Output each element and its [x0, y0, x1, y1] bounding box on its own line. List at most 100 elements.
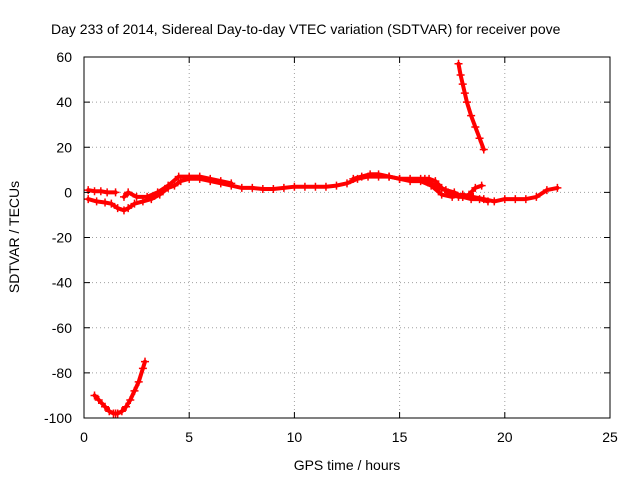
data-point [458, 80, 467, 89]
data-point [206, 174, 215, 183]
data-point [511, 195, 520, 204]
data-point [467, 195, 476, 204]
data-point [454, 59, 463, 68]
data-point [126, 395, 135, 404]
data-point [366, 170, 375, 179]
series-group [84, 59, 562, 418]
data-point [458, 192, 467, 201]
plot-frame [83, 56, 611, 419]
data-point [279, 183, 288, 192]
data-point [290, 182, 299, 191]
data-point [113, 204, 122, 213]
data-point [477, 181, 486, 190]
data-point [174, 172, 183, 181]
series-line [92, 359, 147, 416]
grid [84, 57, 610, 418]
data-point [460, 89, 469, 98]
data-point [406, 174, 415, 183]
y-tick-label: -100 [44, 410, 72, 426]
data-point [141, 357, 150, 366]
data-point [471, 122, 480, 131]
data-point [122, 402, 131, 411]
data-point [153, 188, 162, 197]
data-point [553, 183, 562, 192]
data-point [130, 199, 139, 208]
data-point [237, 183, 246, 192]
series-track-7 [90, 357, 150, 418]
data-point [521, 195, 530, 204]
data-point [357, 172, 366, 181]
data-point [300, 182, 309, 191]
data-point [427, 179, 436, 188]
data-point [94, 395, 103, 404]
data-point [269, 184, 278, 193]
data-point [119, 206, 128, 215]
series-track-3 [119, 172, 236, 201]
data-point [216, 177, 225, 186]
y-tick-label: 0 [64, 184, 72, 200]
data-point [134, 377, 143, 386]
data-point [124, 204, 133, 213]
data-point [479, 145, 488, 154]
data-point [101, 198, 110, 207]
data-point [107, 199, 116, 208]
data-point [164, 181, 173, 190]
data-point [500, 195, 509, 204]
data-point [130, 386, 139, 395]
data-point [92, 197, 101, 206]
y-tick-label: 20 [56, 139, 72, 155]
data-point [475, 195, 484, 204]
y-tick-label: 60 [56, 49, 72, 65]
data-point [132, 192, 141, 201]
data-point [90, 391, 99, 400]
data-point [321, 182, 330, 191]
tick-labels: 0 5 10 15 20 25 -100 -80 -60 -40 -20 0 20 40 60 [44, 49, 618, 445]
data-point [332, 181, 341, 190]
y-tick-label: 40 [56, 94, 72, 110]
data-point [374, 170, 383, 179]
data-point [195, 172, 204, 181]
data-point [138, 364, 147, 373]
data-point [227, 179, 236, 188]
data-point [462, 98, 471, 107]
data-point [471, 183, 480, 192]
data-point [431, 177, 440, 186]
data-point [111, 188, 120, 197]
x-tick-label: 10 [287, 429, 303, 445]
data-point [185, 172, 194, 181]
data-point [258, 184, 267, 193]
series-track-6 [454, 59, 488, 154]
y-tick-label: -20 [52, 230, 72, 246]
data-point [101, 402, 110, 411]
data-point [483, 197, 492, 206]
data-point [96, 187, 105, 196]
data-point [385, 172, 394, 181]
data-point [311, 182, 320, 191]
data-point [248, 183, 257, 192]
x-tick-label: 15 [392, 429, 408, 445]
series-line [122, 174, 234, 199]
data-point [456, 71, 465, 80]
data-point [542, 186, 551, 195]
ticks [83, 56, 611, 419]
data-point [84, 195, 93, 204]
data-point [450, 188, 459, 197]
data-point [467, 111, 476, 120]
series-track-5 [420, 174, 492, 206]
data-point [124, 188, 133, 197]
x-tick-label: 0 [80, 429, 88, 445]
data-point [437, 190, 446, 199]
data-point [143, 192, 152, 201]
y-tick-label: -40 [52, 275, 72, 291]
data-point [117, 407, 126, 416]
y-tick-label: -80 [52, 365, 72, 381]
data-point [420, 174, 429, 183]
data-point [395, 174, 404, 183]
data-point [532, 192, 541, 201]
x-tick-label: 5 [185, 429, 193, 445]
data-point [84, 186, 93, 195]
series-track-1 [84, 186, 120, 197]
x-tick-label: 25 [602, 429, 618, 445]
chart-title: Day 233 of 2014, Sidereal Day-to-day VTE… [51, 21, 561, 37]
x-axis-label: GPS time / hours [294, 457, 401, 473]
